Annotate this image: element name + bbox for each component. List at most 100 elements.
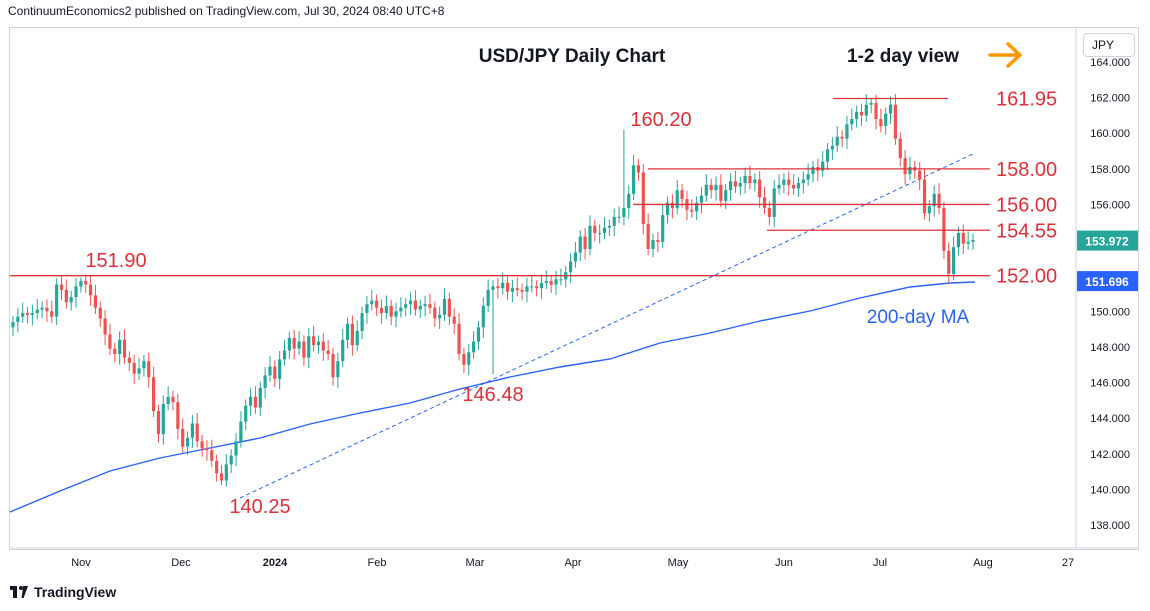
level-label: 158.00 <box>996 159 1057 181</box>
y-tick-label: 160.000 <box>1090 128 1130 140</box>
x-tick-label: Apr <box>564 557 581 569</box>
candle-body <box>505 282 510 292</box>
candle-body <box>55 284 59 317</box>
candle-body <box>758 179 762 198</box>
candle-body <box>341 339 345 362</box>
footer-brand: TradingView <box>34 584 117 600</box>
candle-body <box>559 279 563 281</box>
candle-body <box>738 183 742 187</box>
swing-label: 151.90 <box>85 250 146 272</box>
x-tick-label: May <box>668 557 689 569</box>
candle-body <box>69 297 73 303</box>
y-tick-label: 140.000 <box>1090 484 1130 496</box>
candle-body <box>864 104 868 116</box>
candle-body <box>244 405 248 422</box>
candle-body <box>190 423 194 438</box>
candle-body <box>491 286 495 290</box>
x-tick-label: Aug <box>973 557 993 569</box>
candle-body <box>525 286 529 292</box>
candle-body <box>50 311 54 317</box>
candle-body <box>733 181 738 187</box>
candle-body <box>607 225 611 228</box>
candle-body <box>632 165 636 194</box>
candle-body <box>787 179 791 185</box>
candle-body <box>656 240 660 242</box>
candle-body <box>845 124 849 139</box>
candle-body <box>699 195 704 203</box>
candle-body <box>79 281 83 287</box>
candle-body <box>166 396 170 404</box>
candle-body <box>350 323 354 346</box>
candle-body <box>801 179 805 184</box>
y-tick-label: 150.000 <box>1090 306 1130 318</box>
candle-body <box>893 104 898 139</box>
candle-body <box>971 240 975 242</box>
candle-body <box>695 202 699 212</box>
candle-body <box>942 208 946 251</box>
candle-body <box>239 421 243 442</box>
y-tick-label: 144.000 <box>1090 413 1130 425</box>
chart-frame <box>9 27 1139 550</box>
candle-body <box>360 313 364 331</box>
candle-body <box>617 216 621 218</box>
candle-body <box>908 167 912 175</box>
candle-body <box>142 361 146 369</box>
candle-body <box>394 311 398 317</box>
candle-body <box>404 304 408 308</box>
candle-body <box>355 330 359 346</box>
candle-body <box>874 102 878 119</box>
view-label: 1-2 day view <box>847 46 959 67</box>
candle-body <box>821 161 825 171</box>
level-label: 156.00 <box>996 194 1057 216</box>
currency-selector[interactable]: JPY <box>1083 33 1135 57</box>
swing-label: 140.25 <box>229 496 290 518</box>
candle-body <box>447 298 451 317</box>
candle-body <box>171 396 175 403</box>
candle-body <box>544 281 548 283</box>
candle-body <box>35 309 39 314</box>
tradingview-logo-icon <box>10 586 28 598</box>
candle-body <box>554 279 558 285</box>
level-label: 152.00 <box>996 266 1057 288</box>
ma-value: 151.696 <box>1085 275 1129 289</box>
candle-body <box>21 313 25 317</box>
candle-body <box>884 113 888 127</box>
candle-body <box>98 307 102 319</box>
candle-body <box>205 448 209 451</box>
candle-body <box>108 334 112 349</box>
candle-body <box>321 341 325 351</box>
candle-body <box>152 377 156 412</box>
candle-body <box>680 190 684 200</box>
candle-body <box>137 368 141 374</box>
candle-body <box>549 281 553 285</box>
candle-body <box>59 284 64 290</box>
candle-body <box>156 411 161 435</box>
candle-body <box>103 318 107 335</box>
candle-body <box>947 250 951 274</box>
candle-body <box>118 339 122 355</box>
candle-body <box>64 289 68 303</box>
candle-body <box>835 136 839 146</box>
candle-body <box>219 473 224 481</box>
candle-body <box>234 441 238 456</box>
candle-body <box>375 300 379 308</box>
candle-body <box>147 361 151 378</box>
level-label: 154.55 <box>996 220 1057 242</box>
candle-body <box>462 354 466 365</box>
candle-body <box>442 298 447 315</box>
candle-body <box>336 361 340 378</box>
candle-body <box>651 240 655 249</box>
candle-body <box>16 316 20 322</box>
candle-body <box>248 396 253 406</box>
candle-body <box>825 149 830 162</box>
candle-body <box>888 104 893 114</box>
y-tick-label: 156.000 <box>1090 199 1130 211</box>
y-tick-label: 162.000 <box>1090 93 1130 105</box>
candle-body <box>520 289 524 292</box>
y-tick-label: 146.000 <box>1090 378 1130 390</box>
candle-body <box>932 193 936 207</box>
tradingview-footer[interactable]: TradingView <box>10 584 116 600</box>
candle-body <box>122 339 127 358</box>
candle-body <box>278 359 282 379</box>
